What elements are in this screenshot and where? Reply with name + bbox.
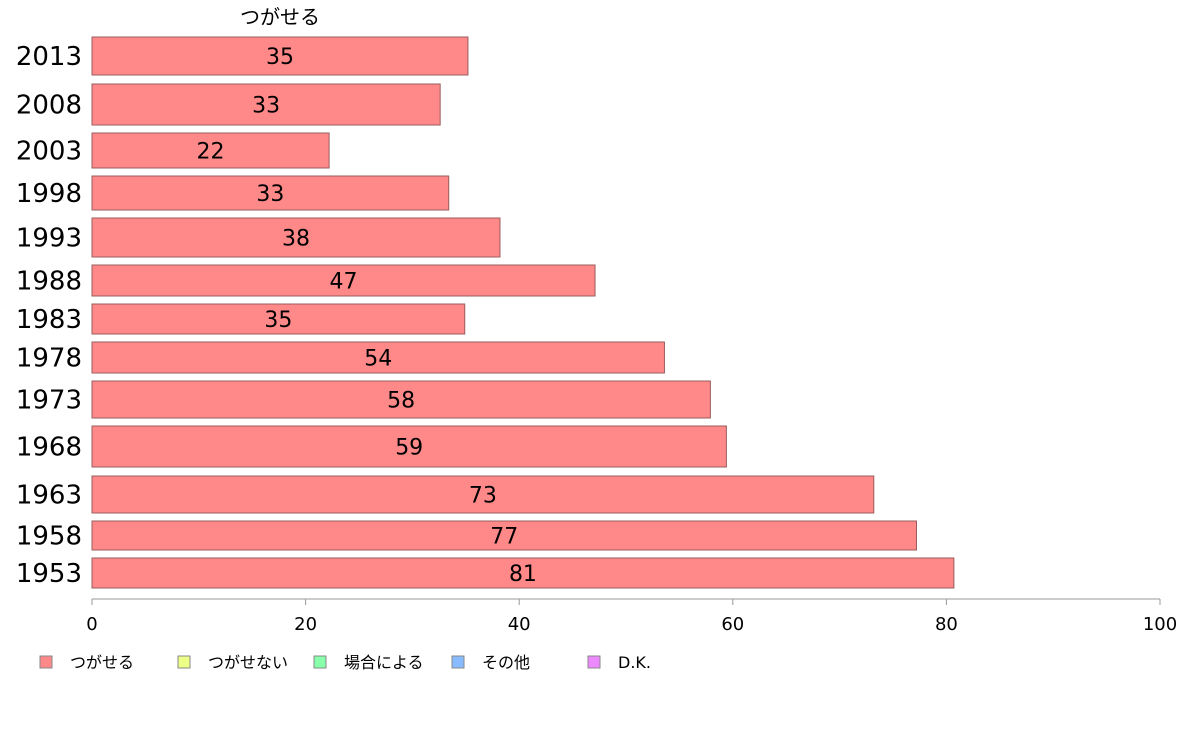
y-tick-label: 1968 — [16, 433, 82, 463]
bar-value-label: 47 — [330, 270, 358, 295]
bars-group: 2013 35 2008 33 2003 22 1998 33 1993 38 1988 47 1983… — [16, 36, 955, 589]
x-tick-label: 40 — [508, 614, 531, 635]
bar — [91, 380, 711, 419]
y-tick-label: 1993 — [16, 224, 82, 254]
x-tick-label: 20 — [294, 614, 317, 635]
bar-value-label: 59 — [395, 436, 423, 461]
bar — [91, 83, 441, 126]
bar — [91, 264, 596, 297]
bar — [91, 132, 330, 169]
bar-value-label: 54 — [364, 347, 392, 372]
y-tick-label: 1998 — [16, 179, 82, 209]
x-tick-label: 60 — [721, 614, 744, 635]
y-tick-label: 2008 — [16, 91, 82, 121]
y-tick-label: 1983 — [16, 305, 82, 335]
bar — [91, 557, 955, 589]
bar-value-label: 33 — [252, 94, 280, 119]
bar-value-label: 38 — [282, 227, 310, 252]
bar — [91, 175, 450, 211]
legend-swatch — [177, 655, 191, 669]
bar-value-label: 35 — [266, 45, 294, 70]
y-tick-label: 1978 — [16, 344, 82, 374]
x-tick-label: 100 — [1143, 614, 1177, 635]
bar-value-label: 81 — [509, 562, 537, 587]
bar — [91, 425, 727, 468]
y-tick-label: 1963 — [16, 481, 82, 511]
legend-swatch — [313, 655, 327, 669]
bar — [91, 36, 469, 76]
bar — [91, 303, 466, 335]
bar-value-label: 73 — [469, 484, 497, 509]
y-tick-label: 1958 — [16, 522, 82, 552]
legend-label: つがせない — [208, 653, 288, 672]
legend-label: その他 — [482, 653, 530, 672]
bar-value-label: 35 — [264, 308, 292, 333]
legend-swatch — [39, 655, 53, 669]
legend-swatch — [451, 655, 465, 669]
legend: つがせる つがせない 場合による その他 D.K. — [39, 653, 651, 672]
y-tick-label: 2003 — [16, 137, 82, 167]
legend-swatch — [587, 655, 601, 669]
bar-value-label: 77 — [490, 525, 518, 550]
y-tick-label: 1973 — [16, 386, 82, 416]
legend-label: D.K. — [618, 653, 651, 672]
bar — [91, 341, 665, 374]
bar — [91, 217, 501, 258]
x-axis: 0 20 40 60 80 100 — [86, 598, 1177, 635]
legend-label: 場合による — [344, 653, 424, 672]
bar-value-label: 58 — [387, 389, 415, 414]
series-title: つがせる — [240, 5, 320, 29]
x-tick-label: 0 — [86, 614, 97, 635]
bar — [91, 475, 875, 514]
bar — [91, 520, 917, 551]
y-tick-label: 1988 — [16, 267, 82, 297]
x-tick-label: 80 — [935, 614, 958, 635]
y-tick-label: 1953 — [16, 559, 82, 589]
bar-value-label: 33 — [256, 182, 284, 207]
y-tick-label: 2013 — [16, 42, 82, 72]
legend-label: つがせる — [70, 653, 134, 672]
bar-value-label: 22 — [197, 140, 225, 165]
